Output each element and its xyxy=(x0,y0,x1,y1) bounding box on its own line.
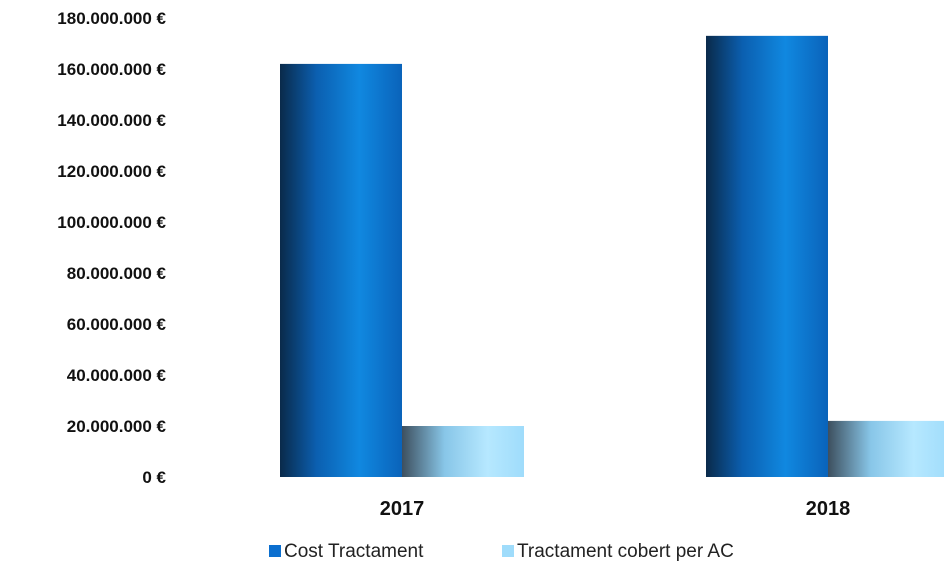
y-tick-label: 100.000.000 € xyxy=(57,213,166,232)
y-axis: 0 € 20.000.000 € 40.000.000 € 60.000.000 € 8… xyxy=(57,9,166,487)
bar-tractament-cobert-2018 xyxy=(828,420,944,477)
y-tick-label: 20.000.000 € xyxy=(67,417,167,436)
y-tick-label: 120.000.000 € xyxy=(57,162,166,181)
bar-cost-tractament-2018 xyxy=(706,35,828,477)
x-tick-label: 2018 xyxy=(806,498,851,520)
y-tick-label: 0 € xyxy=(142,468,166,487)
legend-label: Tractament cobert per AC xyxy=(517,541,734,562)
y-tick-label: 40.000.000 € xyxy=(67,366,167,385)
bar-cost-tractament-2017 xyxy=(280,63,402,478)
y-tick-label: 60.000.000 € xyxy=(67,315,167,334)
legend-label: Cost Tractament xyxy=(284,541,424,562)
y-tick-label: 140.000.000 € xyxy=(57,111,166,130)
x-tick-label: 2017 xyxy=(380,498,425,520)
bar-tractament-cobert-2017 xyxy=(402,426,524,477)
y-tick-label: 80.000.000 € xyxy=(67,264,167,283)
legend-item-tractament-cobert: Tractament cobert per AC xyxy=(502,541,734,562)
x-axis: 2017 2018 xyxy=(380,498,851,520)
legend: Cost Tractament Tractament cobert per AC xyxy=(269,541,734,562)
bars xyxy=(280,35,944,478)
legend-swatch xyxy=(502,545,514,557)
y-tick-label: 180.000.000 € xyxy=(57,9,166,28)
y-tick-label: 160.000.000 € xyxy=(57,60,166,79)
legend-swatch xyxy=(269,545,281,557)
legend-item-cost-tractament: Cost Tractament xyxy=(269,541,424,562)
